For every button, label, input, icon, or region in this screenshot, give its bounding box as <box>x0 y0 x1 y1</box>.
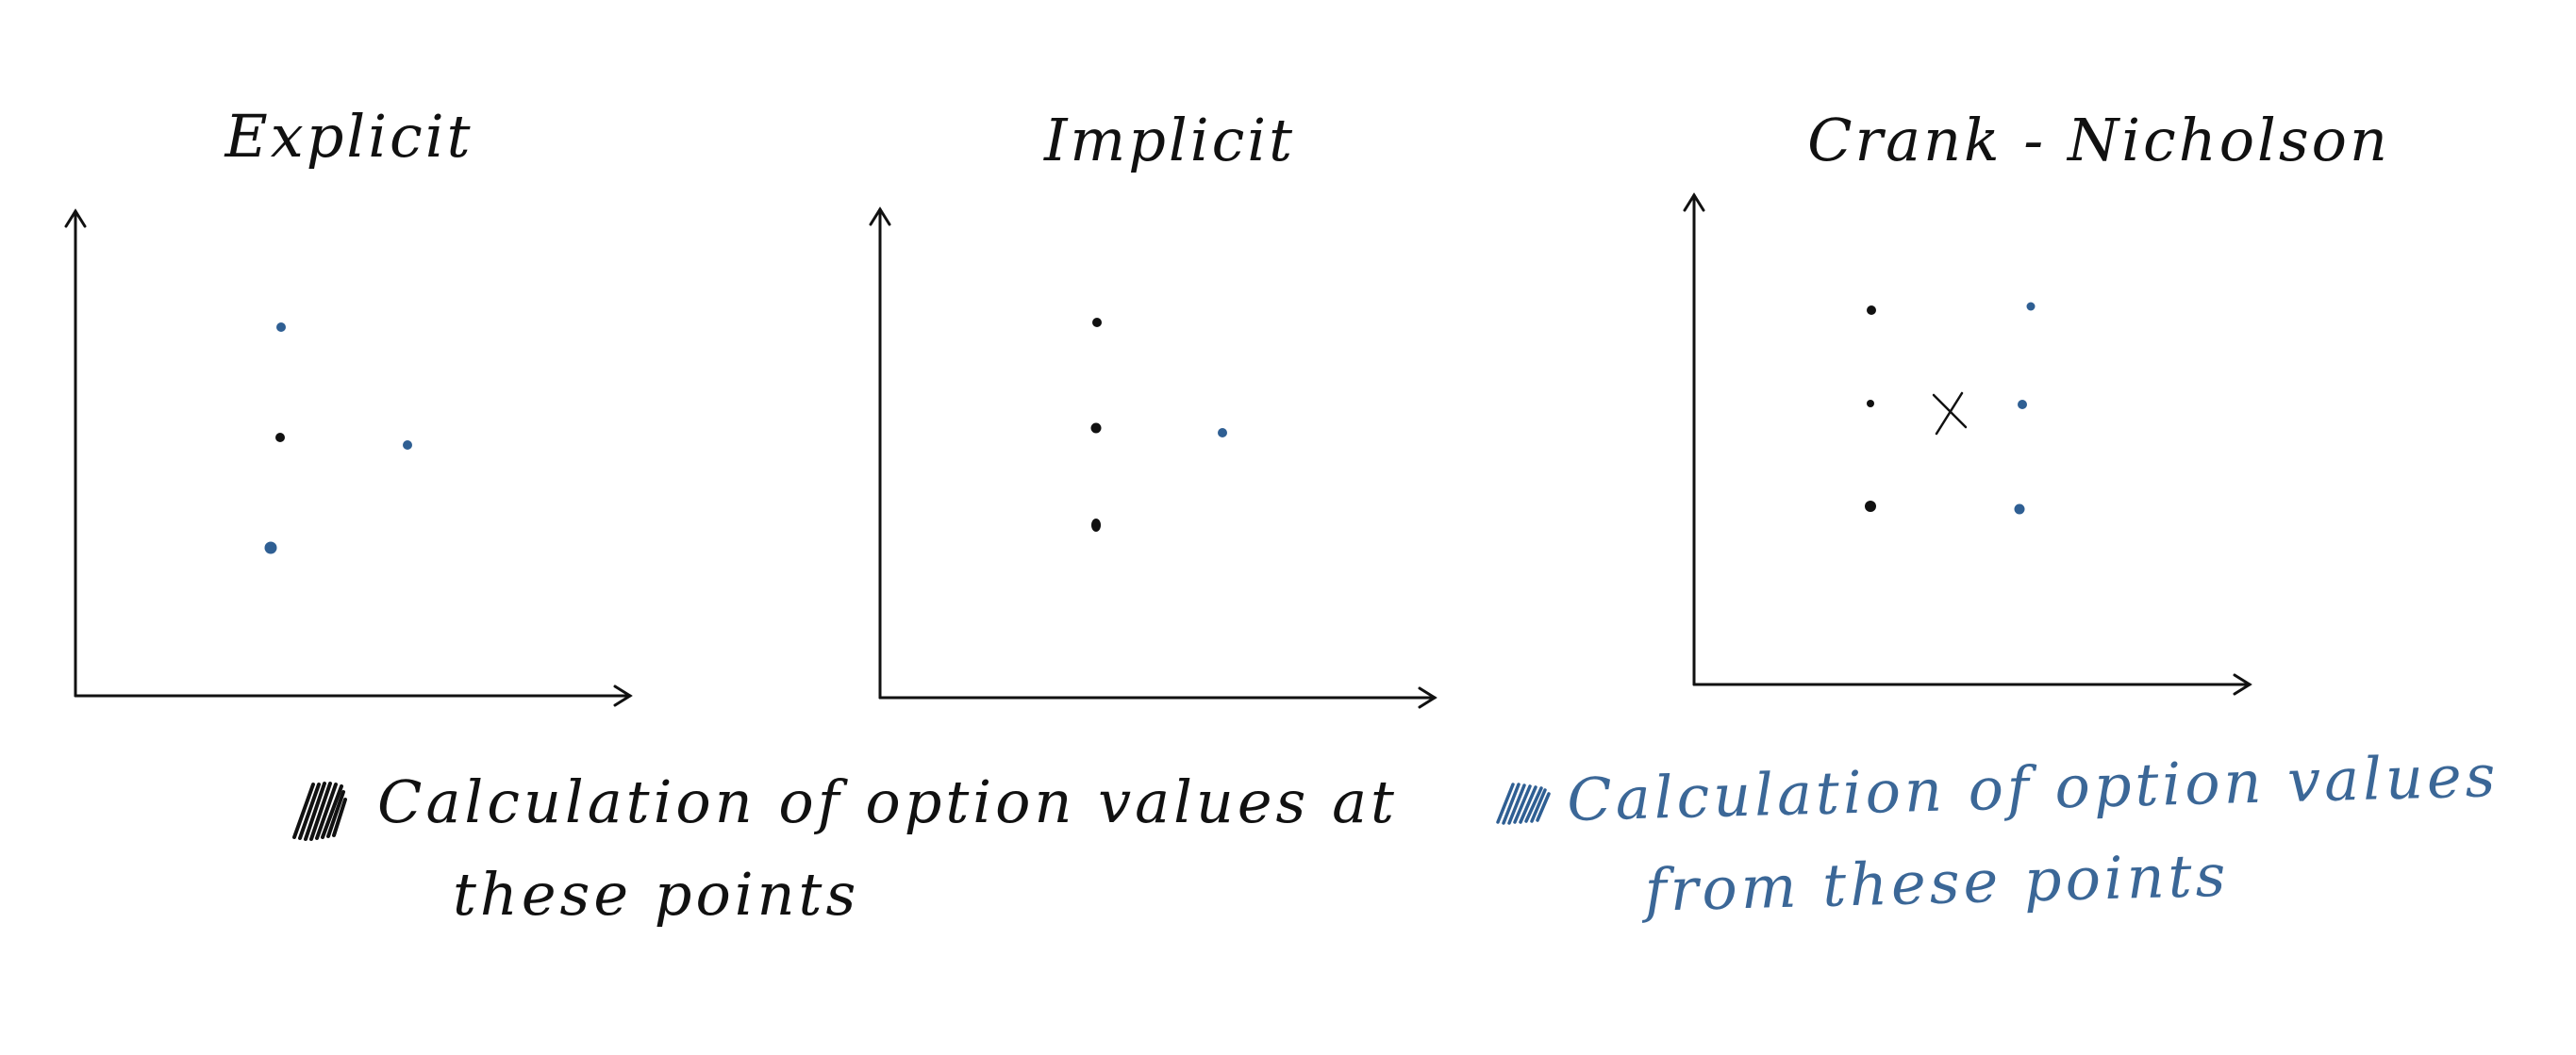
legend-blue-swatch <box>1496 783 1551 825</box>
explicit-x-arrowhead <box>613 684 633 707</box>
cn-point-black-bottom <box>1865 501 1876 512</box>
implicit-point-black-center <box>1090 422 1102 434</box>
explicit-point-blue-bottom <box>264 541 277 554</box>
cn-point-black-top <box>1867 305 1876 315</box>
legend-black-line1: Calculation of option values at <box>377 767 1398 836</box>
implicit-axes <box>869 206 1438 709</box>
cn-y-arrowhead <box>1683 192 1705 212</box>
legend-black-line2: these points <box>453 860 860 929</box>
legend-black-swatch <box>292 782 347 841</box>
explicit-panel <box>64 208 633 707</box>
cn-point-blue-top <box>2026 302 2036 311</box>
implicit-x-arrowhead <box>1418 686 1438 709</box>
cn-x-arrowhead <box>2233 673 2252 696</box>
legend-blue-text: Calculation of option values from these … <box>1566 730 2502 939</box>
explicit-y-arrowhead <box>64 208 87 228</box>
explicit-axes <box>64 208 633 707</box>
implicit-y-arrowhead <box>869 206 891 226</box>
crank-nicholson-panel <box>1683 192 2252 696</box>
implicit-point-blue-right <box>1218 428 1227 437</box>
legend-black-text: Calculation of option values at these po… <box>377 756 1398 941</box>
cn-point-blue-bottom <box>2014 503 2025 515</box>
explicit-point-black-center <box>275 433 285 442</box>
implicit-title: Implicit <box>1043 106 1296 174</box>
crank-nicholson-title: Crank - Nicholson <box>1807 106 2390 174</box>
explicit-point-blue-top <box>276 322 286 332</box>
explicit-point-blue-right <box>403 440 412 450</box>
explicit-title: Explicit <box>224 102 474 171</box>
legend-blue-line1: Calculation of option values <box>1566 741 2501 834</box>
cn-point-blue-middle <box>2018 400 2027 409</box>
implicit-panel <box>869 206 1438 709</box>
cn-axes <box>1683 192 2252 696</box>
cn-point-black-middle <box>1867 400 1874 407</box>
implicit-point-black-bottom <box>1091 519 1101 532</box>
implicit-point-black-top <box>1092 318 1102 327</box>
cn-midpoint-cross-mark <box>1932 391 1968 436</box>
